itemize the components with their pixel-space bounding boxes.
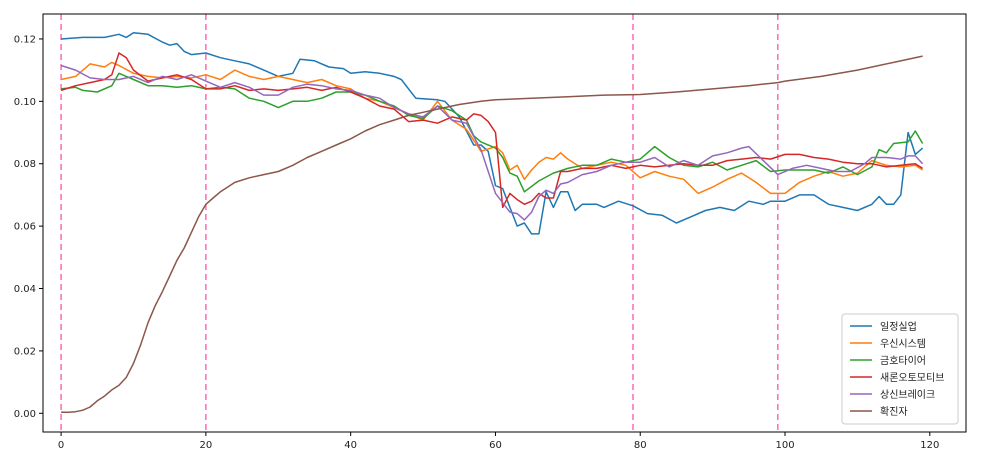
y-tick-label: 0.00 <box>14 409 36 420</box>
series-lines <box>60 31 924 414</box>
legend-box <box>841 313 959 425</box>
series-line-4 <box>60 64 924 221</box>
legend-label-5: 확진자 <box>880 406 908 418</box>
y-tick-label: 0.02 <box>14 346 36 357</box>
plot-area-frame <box>42 13 967 433</box>
y-tick-label: 0.10 <box>14 97 36 108</box>
x-tick-label: 100 <box>775 440 794 451</box>
legend-label-0: 일정실업 <box>880 320 917 333</box>
series-line-0 <box>61 31 924 235</box>
y-tick-label: 0.06 <box>14 222 36 233</box>
series-line-3 <box>60 52 924 209</box>
x-axis: 0 20 40 60 80 100 120 <box>58 432 939 451</box>
series-line-5 <box>61 55 923 414</box>
x-tick-label: 20 <box>200 440 213 451</box>
legend-label-1: 우신시스템 <box>880 338 926 350</box>
y-tick-label: 0.04 <box>14 284 36 295</box>
x-tick-label: 80 <box>634 440 647 451</box>
series-line-2 <box>61 72 924 193</box>
legend-label-3: 새론오토모티브 <box>880 372 944 384</box>
x-tick-label: 40 <box>344 440 357 451</box>
y-tick-label: 0.08 <box>14 159 36 170</box>
legend-label-2: 금호타이어 <box>880 355 926 367</box>
y-tick-label: 0.12 <box>14 34 36 45</box>
x-tick-label: 120 <box>920 440 939 451</box>
x-tick-label: 60 <box>489 440 502 451</box>
x-tick-label: 0 <box>58 440 64 451</box>
legend-label-4: 상신브레이크 <box>880 389 935 401</box>
y-axis: 0.00 0.02 0.04 0.06 0.08 0.10 0.12 <box>14 34 43 420</box>
series-line-1 <box>60 61 924 195</box>
